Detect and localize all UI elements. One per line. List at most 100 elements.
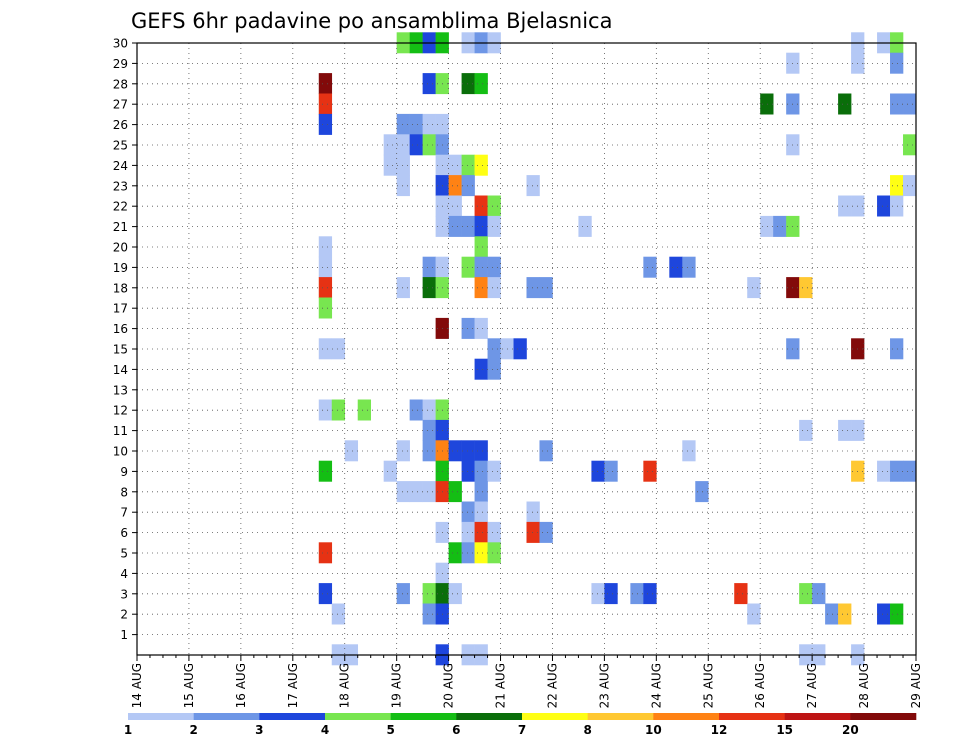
heatmap-cell [475, 359, 488, 380]
x-tick-label: 22 AUG [545, 663, 559, 708]
heatmap-cell [475, 73, 488, 94]
heatmap-cell [319, 461, 332, 482]
heatmap-cell [488, 542, 501, 563]
precipitation-chart: GEFS 6hr padavine po ansamblima Bjelasni… [0, 0, 960, 742]
legend-label: 5 [386, 723, 394, 737]
legend-swatch [719, 713, 785, 720]
x-tick-label: 17 AUG [286, 663, 300, 708]
x-tick-label: 19 AUG [390, 663, 404, 708]
heatmap-cell [423, 420, 436, 441]
heatmap-cell [319, 94, 332, 115]
x-tick-label: 16 AUG [234, 663, 248, 708]
heatmap-cell [838, 420, 851, 441]
heatmap-cell [449, 583, 462, 604]
heatmap-cell [488, 257, 501, 278]
heatmap-cell [488, 461, 501, 482]
y-tick-label: 27 [113, 98, 128, 112]
heatmap-cell [877, 604, 890, 625]
heatmap-cell [475, 216, 488, 237]
heatmap-cell [488, 277, 501, 298]
y-tick-label: 3 [120, 587, 128, 601]
heatmap-cell [475, 277, 488, 298]
heatmap-cell [643, 583, 656, 604]
x-tick-label: 24 AUG [649, 663, 663, 708]
heatmap-cell [877, 196, 890, 217]
heatmap-cell [799, 420, 812, 441]
heatmap-cell [410, 114, 423, 135]
heatmap-cell [423, 481, 436, 502]
x-tick-label: 21 AUG [494, 663, 508, 708]
chart-title: GEFS 6hr padavine po ansamblima Bjelasni… [131, 9, 612, 33]
y-tick-label: 22 [113, 200, 128, 214]
y-tick-label: 14 [113, 363, 128, 377]
heatmap-cell [682, 440, 695, 461]
legend-label: 12 [711, 723, 728, 737]
heatmap-cell [643, 257, 656, 278]
y-tick-label: 7 [120, 506, 128, 520]
heatmap-cell [423, 114, 436, 135]
legend-swatch [194, 713, 260, 720]
heatmap-cell [384, 461, 397, 482]
heatmap-cell [449, 196, 462, 217]
y-tick-label: 16 [113, 322, 128, 336]
legend-label: 15 [776, 723, 793, 737]
heatmap-cell [319, 114, 332, 135]
y-tick-label: 24 [113, 159, 128, 173]
y-tick-label: 20 [113, 241, 128, 255]
heatmap-cell [539, 277, 552, 298]
heatmap-cell [669, 257, 682, 278]
heatmap-cell [319, 298, 332, 319]
heatmap-cell [799, 583, 812, 604]
heatmap-cell [903, 175, 916, 196]
heatmap-cell [475, 481, 488, 502]
x-tick-label: 27 AUG [805, 663, 819, 708]
y-tick-label: 19 [113, 261, 128, 275]
legend-swatch [128, 713, 194, 720]
heatmap-cell [488, 359, 501, 380]
legend-swatch [259, 713, 325, 720]
heatmap-cell [475, 542, 488, 563]
heatmap-cell [319, 583, 332, 604]
legend-label: 2 [189, 723, 197, 737]
y-tick-label: 17 [113, 302, 128, 316]
heatmap-cell [475, 236, 488, 257]
heatmap-cell [384, 134, 397, 155]
y-tick-label: 25 [113, 139, 128, 153]
legend-swatch [785, 713, 851, 720]
y-tick-label: 12 [113, 404, 128, 418]
heatmap-cell [423, 277, 436, 298]
legend-label: 10 [645, 723, 662, 737]
legend-label: 7 [518, 723, 526, 737]
x-tick-label: 29 AUG [909, 663, 923, 708]
heatmap-cell [488, 522, 501, 543]
heatmap-cell [877, 461, 890, 482]
heatmap-cell [903, 134, 916, 155]
heatmap-cell [604, 583, 617, 604]
heatmap-cell [682, 257, 695, 278]
x-tick-label: 20 AUG [442, 663, 456, 708]
heatmap-cell [643, 461, 656, 482]
y-tick-label: 30 [113, 37, 128, 51]
heatmap-cell [488, 216, 501, 237]
heatmap-cell [449, 440, 462, 461]
legend-swatch [850, 713, 916, 720]
heatmap-cell [332, 604, 345, 625]
heatmap-cell [423, 583, 436, 604]
legend-label: 8 [583, 723, 591, 737]
heatmap-cell [319, 73, 332, 94]
x-tick-label: 25 AUG [701, 663, 715, 708]
heatmap-cell [734, 583, 747, 604]
y-tick-label: 23 [113, 179, 128, 193]
heatmap-cell [475, 502, 488, 523]
heatmap-cell [423, 604, 436, 625]
heatmap-cell [604, 461, 617, 482]
heatmap-cell [384, 155, 397, 176]
heatmap-cell [475, 522, 488, 543]
heatmap-cell [488, 196, 501, 217]
heatmap-cell [423, 134, 436, 155]
legend-swatch [653, 713, 719, 720]
heatmap-cell [475, 196, 488, 217]
heatmap-cell [345, 440, 358, 461]
heatmap-cell [838, 94, 851, 115]
y-tick-label: 2 [120, 608, 128, 622]
